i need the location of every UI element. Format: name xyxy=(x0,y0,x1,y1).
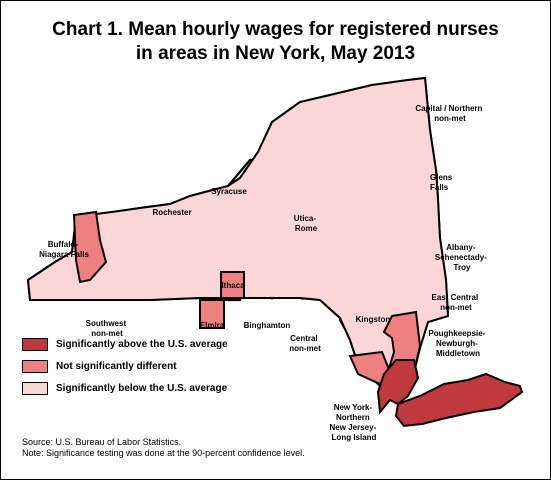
legend-label-above: Significantly above the U.S. average xyxy=(56,339,228,350)
label-central-non-met: Central non-met xyxy=(289,334,321,353)
label-rochester: Rochester xyxy=(152,208,191,217)
label-ithaca: Ithaca xyxy=(221,281,245,290)
label-utica-rome: Utica- Rome xyxy=(294,214,318,233)
area-new-york-northern-new-jersey-long-island xyxy=(376,359,524,428)
area-elmira xyxy=(199,299,225,329)
label-southwest-non-met: Southwest non-met xyxy=(86,319,129,338)
legend-label-below: Significantly below the U.S. average xyxy=(56,383,228,394)
label-elmira: Elmira xyxy=(200,321,225,330)
chart-title-line-1: Chart 1. Mean hourly wages for registere… xyxy=(52,19,499,40)
label-albany-schenectady-troy: Albany- Schenectady- Troy xyxy=(435,243,489,272)
label-east-central-non-met: East Central non-met xyxy=(432,293,481,312)
chart-title-line-2: in areas in New York, May 2013 xyxy=(135,43,416,64)
legend-label-not-different: Not significantly different xyxy=(56,361,177,372)
source-note: Source: U.S. Bureau of Labor Statistics. xyxy=(22,437,182,447)
legend-swatch-below xyxy=(22,382,48,395)
legend-swatch-above xyxy=(22,338,48,351)
label-binghamton: Binghamton xyxy=(244,321,291,330)
significance-note: Note: Significance testing was done at t… xyxy=(22,448,305,458)
label-new-york-northern-new-jersey-long-island: New York- Northern New Jersey- Long Isla… xyxy=(330,403,379,442)
label-syracuse: Syracuse xyxy=(211,187,247,196)
label-poughkeepsie-newburgh-middletown: Poughkeepsie- Newburgh- Middletown xyxy=(428,329,487,358)
footer: Source: U.S. Bureau of Labor Statistics.… xyxy=(22,437,305,459)
label-kingston: Kingston xyxy=(356,315,391,324)
chart-title: Chart 1. Mean hourly wages for registere… xyxy=(0,18,551,66)
area-ithaca xyxy=(220,271,245,299)
area-buffalo-niagara-falls xyxy=(72,210,108,284)
label-buffalo-niagara-falls: Buffalo- Niagara Falls xyxy=(39,240,89,259)
area-labels: Capital / Northern non-met Glens Falls S… xyxy=(39,104,489,442)
label-capital-northern-non-met: Capital / Northern non-met xyxy=(415,104,484,123)
legend-swatch-not-different xyxy=(22,360,48,373)
label-glens-falls: Glens Falls xyxy=(430,173,454,192)
